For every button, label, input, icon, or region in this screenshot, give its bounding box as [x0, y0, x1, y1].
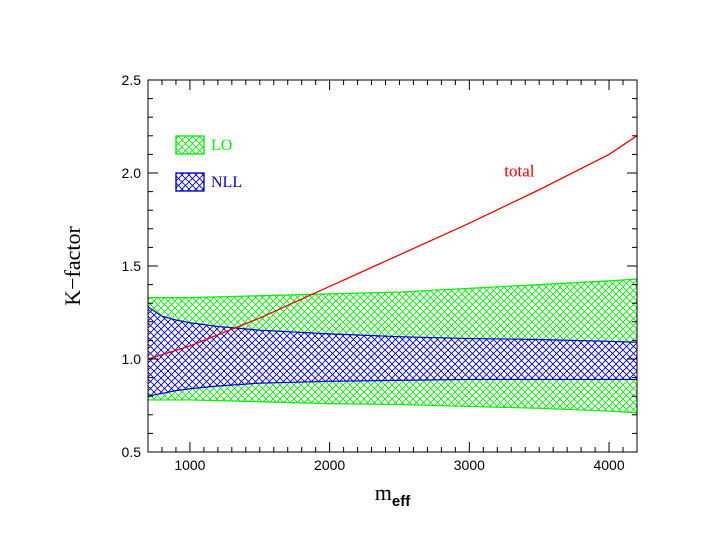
band-nll-upper: [147, 306, 638, 343]
total-annotation: total: [504, 162, 534, 181]
band-nll: [147, 306, 638, 397]
y-tick-label: 1.0: [122, 351, 142, 367]
band-lo-upper: [148, 278, 638, 299]
band-nll-lower: [147, 378, 637, 397]
x-tick-label: 3000: [454, 457, 485, 473]
band-lo-lower: [148, 399, 638, 414]
line-total: [147, 135, 638, 360]
y-axis-label: K−factor: [60, 226, 85, 306]
y-tick-label: 0.5: [122, 444, 142, 460]
x-tick-label: 2000: [314, 457, 345, 473]
legend-item-nll: NLL: [175, 172, 242, 192]
legend-item-lo: LO: [175, 135, 232, 155]
legend-label: NLL: [211, 174, 242, 191]
y-tick-label: 2.5: [122, 72, 142, 88]
legend-label: LO: [211, 137, 232, 154]
x-tick-label: 4000: [593, 457, 624, 473]
y-tick-label: 2.0: [122, 165, 142, 181]
y-tick-label: 1.5: [122, 258, 142, 274]
x-axis-label: meff: [375, 480, 411, 510]
x-tick-label: 1000: [174, 457, 205, 473]
